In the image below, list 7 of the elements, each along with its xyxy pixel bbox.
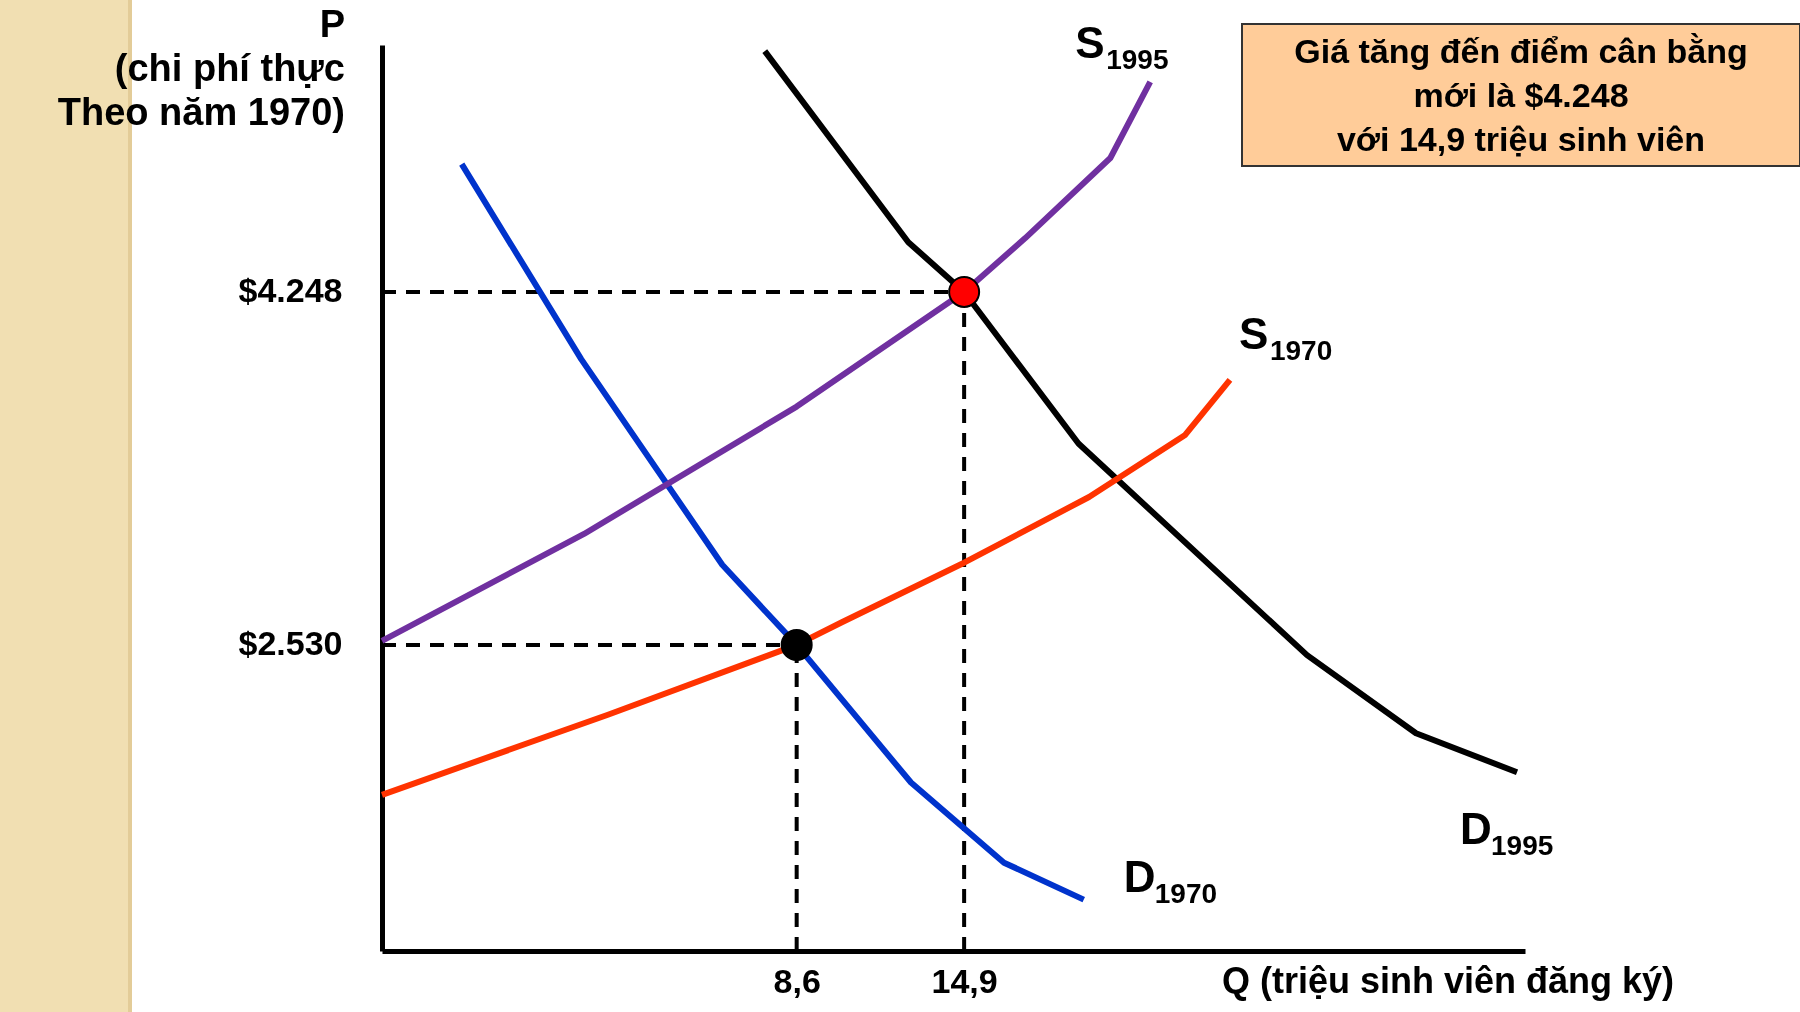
y-tick-label: $2.530: [238, 624, 343, 663]
y-tick-label: $4.248: [238, 271, 343, 310]
x-tick-label: 8,6: [773, 961, 821, 1000]
x-tick-label: 14,9: [931, 961, 998, 1000]
y-axis-title: P (chi phí thực Theo năm 1970): [57, 2, 345, 134]
annotation: Giá tăng đến điểm cân bằng mới là $4.248 với 14,9 triệu sinh viên: [1241, 23, 1800, 167]
x-axis-title: Q (triệu sinh viên đăng ký): [1222, 960, 1675, 1002]
